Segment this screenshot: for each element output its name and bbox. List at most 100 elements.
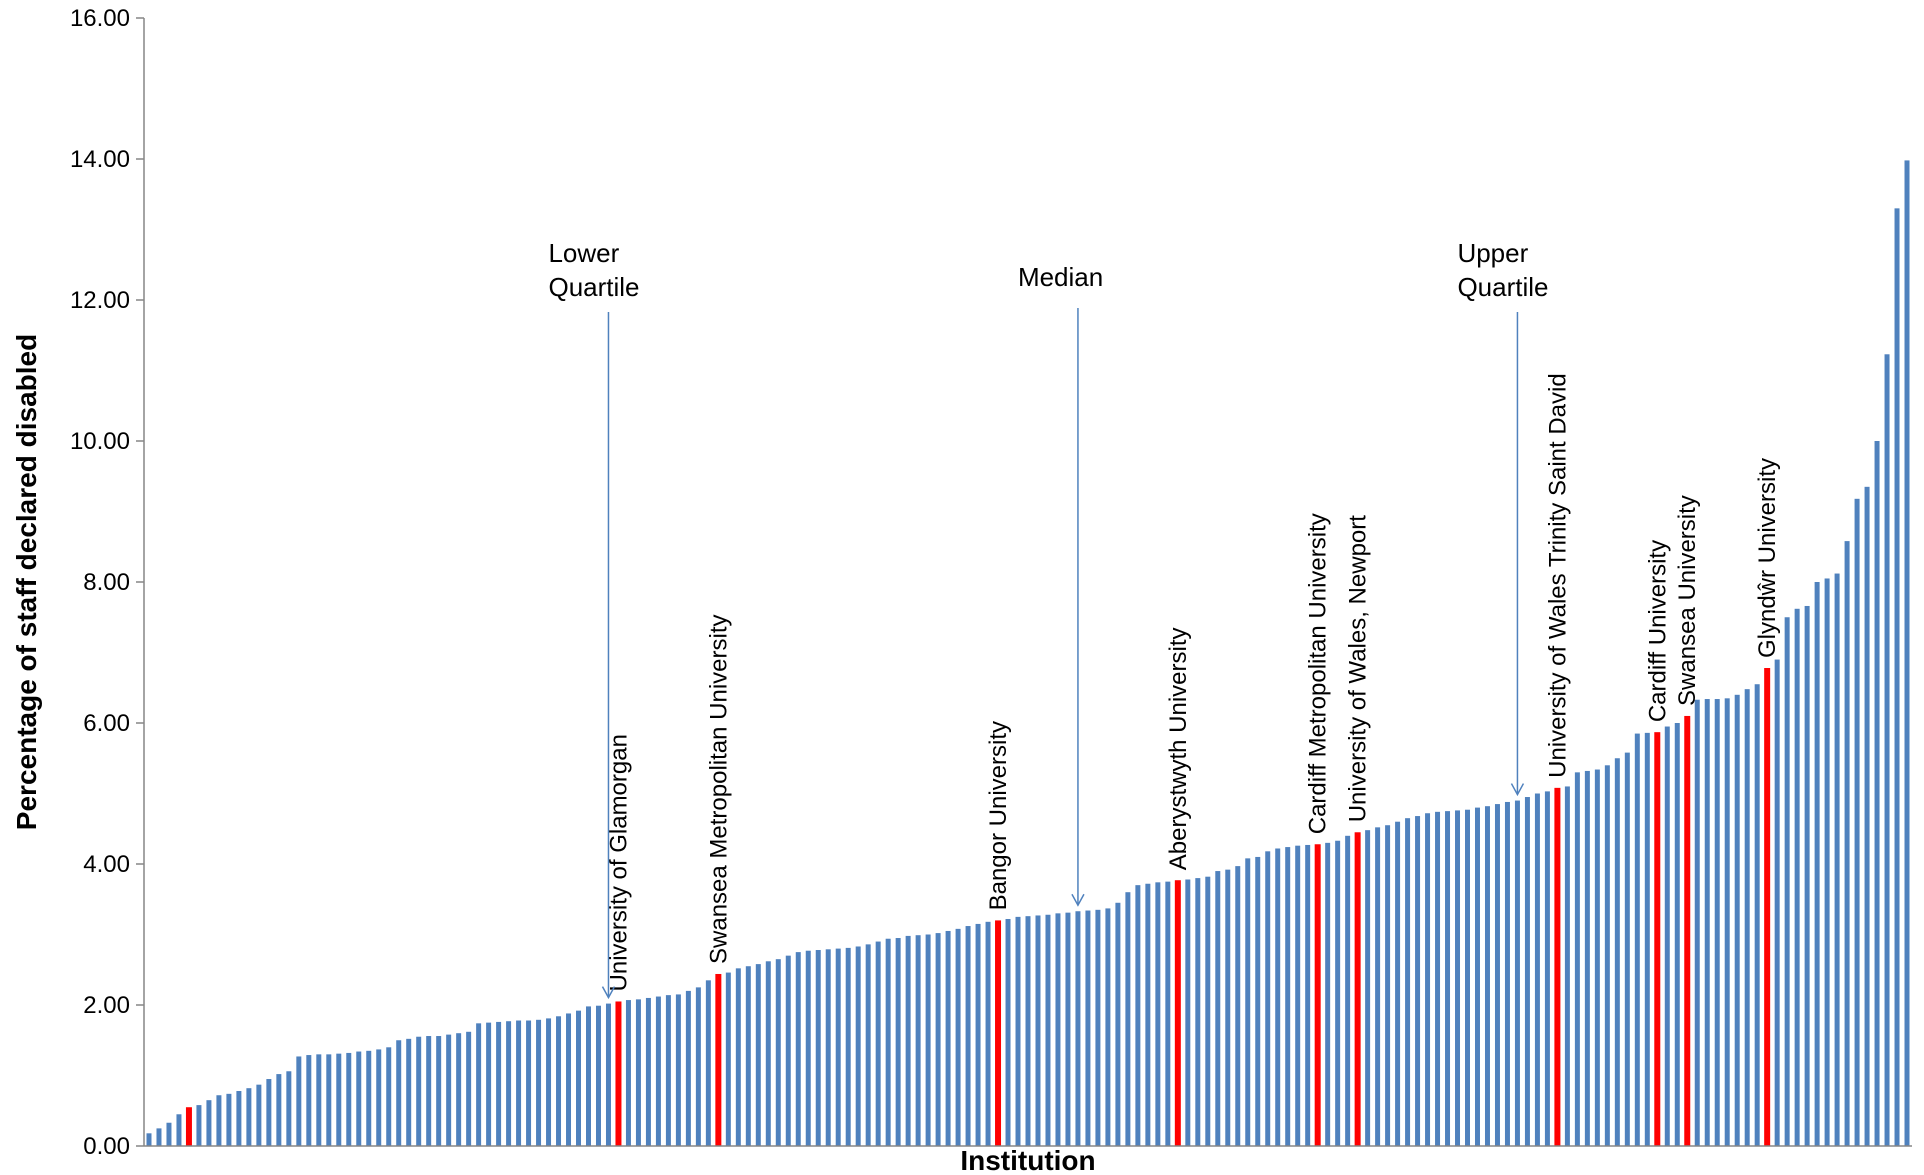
bar xyxy=(655,996,661,1146)
bar xyxy=(1824,578,1830,1146)
bar xyxy=(815,950,821,1146)
bar xyxy=(595,1005,601,1146)
bar xyxy=(456,1033,462,1146)
bar xyxy=(665,995,671,1146)
bar xyxy=(1474,807,1480,1146)
bar xyxy=(346,1052,352,1146)
bar xyxy=(1195,878,1201,1146)
bar xyxy=(216,1095,222,1146)
institution-label: University of Wales Trinity Saint David xyxy=(1544,373,1571,778)
bar xyxy=(1255,856,1261,1146)
bar xyxy=(226,1093,232,1146)
bar xyxy=(566,1013,572,1146)
bar xyxy=(486,1022,492,1146)
bar xyxy=(875,941,881,1146)
bar xyxy=(1814,582,1820,1146)
bar xyxy=(825,949,831,1146)
bar xyxy=(316,1054,322,1146)
bar xyxy=(1634,733,1640,1146)
y-tick-label: 2.00 xyxy=(83,992,130,1019)
bar xyxy=(1714,699,1720,1146)
highlighted-bar xyxy=(1174,880,1181,1146)
bar xyxy=(1205,876,1211,1146)
bar xyxy=(266,1079,272,1146)
bar xyxy=(416,1036,422,1146)
bar xyxy=(625,1000,631,1146)
bar xyxy=(645,997,651,1146)
y-tick-label: 14.00 xyxy=(70,146,130,173)
bar xyxy=(1874,441,1880,1146)
annotation-label: Quartile xyxy=(548,272,639,302)
bar xyxy=(1484,806,1490,1146)
bar xyxy=(1574,772,1580,1146)
bar xyxy=(1664,726,1670,1146)
bar xyxy=(1844,541,1850,1146)
bar xyxy=(1045,914,1051,1146)
bar xyxy=(785,955,791,1146)
bar xyxy=(725,972,731,1146)
bar xyxy=(256,1084,262,1146)
bar xyxy=(536,1019,542,1146)
bar xyxy=(166,1122,172,1146)
bar xyxy=(146,1133,152,1146)
bar xyxy=(176,1114,182,1146)
bar xyxy=(1125,892,1131,1146)
bar xyxy=(1864,486,1870,1146)
bar xyxy=(1145,883,1151,1146)
bar xyxy=(745,966,751,1146)
bar xyxy=(436,1036,442,1146)
bar xyxy=(296,1056,302,1146)
bar xyxy=(466,1031,472,1146)
bar xyxy=(1614,758,1620,1146)
bar xyxy=(975,923,981,1146)
bar xyxy=(1155,882,1161,1146)
bar xyxy=(1295,845,1301,1146)
bar xyxy=(1544,791,1550,1146)
bar xyxy=(406,1038,412,1146)
bar xyxy=(1215,871,1221,1146)
bar xyxy=(695,987,701,1146)
bar xyxy=(1075,911,1081,1146)
bar xyxy=(1794,608,1800,1146)
bar xyxy=(386,1047,392,1146)
bar xyxy=(1784,617,1790,1146)
bar xyxy=(546,1018,552,1146)
bar xyxy=(905,935,911,1146)
bar xyxy=(755,964,761,1146)
institution-label: Glyndŵr University xyxy=(1754,458,1781,658)
bar xyxy=(1884,354,1890,1146)
bar xyxy=(306,1055,312,1146)
bar xyxy=(635,999,641,1146)
bar xyxy=(1514,800,1520,1146)
bar xyxy=(556,1016,562,1146)
bar xyxy=(1225,869,1231,1146)
highlighted-bar xyxy=(1314,844,1321,1146)
bar xyxy=(206,1100,212,1146)
bar xyxy=(675,994,681,1146)
bar xyxy=(965,926,971,1146)
bar xyxy=(286,1071,292,1146)
bar xyxy=(1744,689,1750,1146)
institution-label: University of Glamorgan xyxy=(605,734,632,991)
bar xyxy=(1644,732,1650,1146)
bar xyxy=(1385,825,1391,1146)
bar xyxy=(805,950,811,1146)
bar xyxy=(1425,813,1431,1146)
bar xyxy=(526,1020,532,1146)
bar xyxy=(1245,858,1251,1146)
bar xyxy=(576,1010,582,1146)
y-tick-label: 10.00 xyxy=(70,428,130,455)
bar xyxy=(1035,915,1041,1146)
bar xyxy=(1624,752,1630,1146)
bar xyxy=(1754,684,1760,1146)
institution-label: Swansea University xyxy=(1674,495,1701,706)
highlighted-bar xyxy=(1684,715,1691,1146)
institution-label: Aberystwyth University xyxy=(1165,627,1192,870)
bar xyxy=(356,1051,362,1146)
bar xyxy=(426,1036,432,1146)
bar xyxy=(1445,811,1451,1146)
bar xyxy=(1455,810,1461,1146)
bar xyxy=(326,1054,332,1146)
bar xyxy=(1604,765,1610,1146)
bar xyxy=(1694,699,1700,1146)
